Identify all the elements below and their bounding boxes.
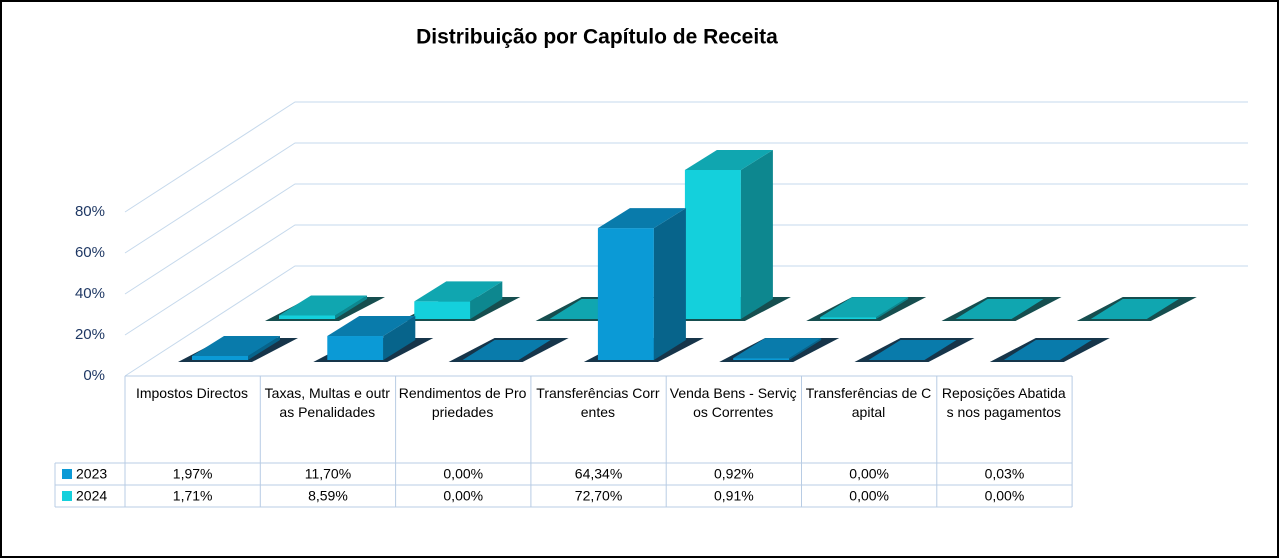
bar-top — [192, 335, 280, 356]
bar-top — [327, 316, 416, 337]
bar — [327, 316, 416, 360]
bar-top — [279, 295, 367, 316]
value-label: 0,00% — [849, 466, 889, 482]
bar — [597, 208, 686, 360]
bar-side — [789, 338, 822, 360]
y-tick-label: 60% — [75, 244, 105, 261]
value-label: 1,97% — [173, 466, 213, 482]
bar-front — [733, 358, 790, 360]
bar-side — [335, 295, 367, 319]
value-label: 0,00% — [443, 488, 483, 504]
bar-front — [597, 228, 654, 360]
bar-front — [327, 336, 384, 360]
bar-side — [1059, 339, 1092, 360]
bar — [279, 295, 367, 319]
bar-top — [955, 299, 1044, 319]
bar-front — [192, 355, 248, 360]
value-label: 8,59% — [308, 488, 348, 504]
bar-top — [820, 297, 909, 318]
value-label: 72,70% — [575, 488, 622, 504]
value-label: 0,00% — [443, 466, 483, 482]
bar-side — [876, 297, 909, 319]
grid-line — [124, 265, 1248, 377]
category-label: Transferências de Capital — [805, 385, 932, 420]
value-label: 0,00% — [985, 488, 1025, 504]
legend-label: 2024 — [76, 488, 107, 504]
bar-top — [414, 281, 503, 302]
bar-top — [597, 208, 686, 229]
value-label: 0,03% — [985, 466, 1025, 482]
grid-line — [124, 224, 1248, 336]
bar-top — [684, 149, 773, 170]
bar — [684, 149, 773, 319]
category-label: Reposições Abatidas nos pagamentos — [941, 385, 1066, 420]
bar-side — [653, 208, 686, 360]
bar — [1003, 339, 1092, 360]
bar-top — [868, 340, 957, 360]
bar — [733, 338, 822, 360]
bar-side — [383, 316, 416, 360]
bar — [868, 340, 957, 360]
legend-label: 2023 — [76, 466, 107, 482]
bar — [414, 281, 503, 319]
y-tick-label: 40% — [75, 285, 105, 302]
bar-side — [740, 149, 773, 319]
value-label: 11,70% — [305, 466, 351, 482]
bar-top — [1090, 299, 1179, 319]
bar-top — [733, 338, 822, 359]
category-label: Venda Bens - Serviços Correntes — [669, 385, 797, 420]
bar-front — [279, 315, 335, 319]
bar-side — [248, 335, 280, 360]
value-label: 64,34% — [575, 466, 622, 482]
category-label: Rendimentos de Propriedades — [398, 385, 527, 420]
y-tick-label: 20% — [75, 326, 105, 343]
bar-front — [684, 169, 741, 319]
grid-line — [124, 183, 1248, 295]
bar — [955, 299, 1044, 319]
grid-line — [124, 101, 1248, 213]
chart-title: Distribuição por Capítulo de Receita — [416, 26, 778, 49]
value-label: 1,71% — [173, 488, 213, 504]
category-label: Taxas, Multas e outras Penalidades — [264, 385, 390, 420]
category-label: Transferências Correntes — [536, 385, 660, 420]
y-tick-label: 0% — [83, 367, 105, 384]
value-label: 0,91% — [714, 488, 754, 504]
bar — [462, 340, 551, 360]
bar — [1090, 299, 1179, 319]
bar-front — [414, 301, 471, 319]
category-label: Impostos Directos — [135, 385, 249, 401]
y-tick-label: 80% — [75, 203, 105, 220]
bar-top — [462, 340, 551, 360]
legend-swatch — [62, 491, 72, 501]
bar-side — [470, 281, 503, 319]
value-label: 0,00% — [849, 488, 889, 504]
value-label: 0,92% — [714, 466, 754, 482]
grid-line — [124, 142, 1248, 254]
bar-top — [1003, 339, 1092, 360]
bar-front — [820, 317, 877, 319]
bar — [820, 297, 909, 319]
bar — [192, 335, 280, 360]
legend-swatch — [62, 469, 72, 479]
